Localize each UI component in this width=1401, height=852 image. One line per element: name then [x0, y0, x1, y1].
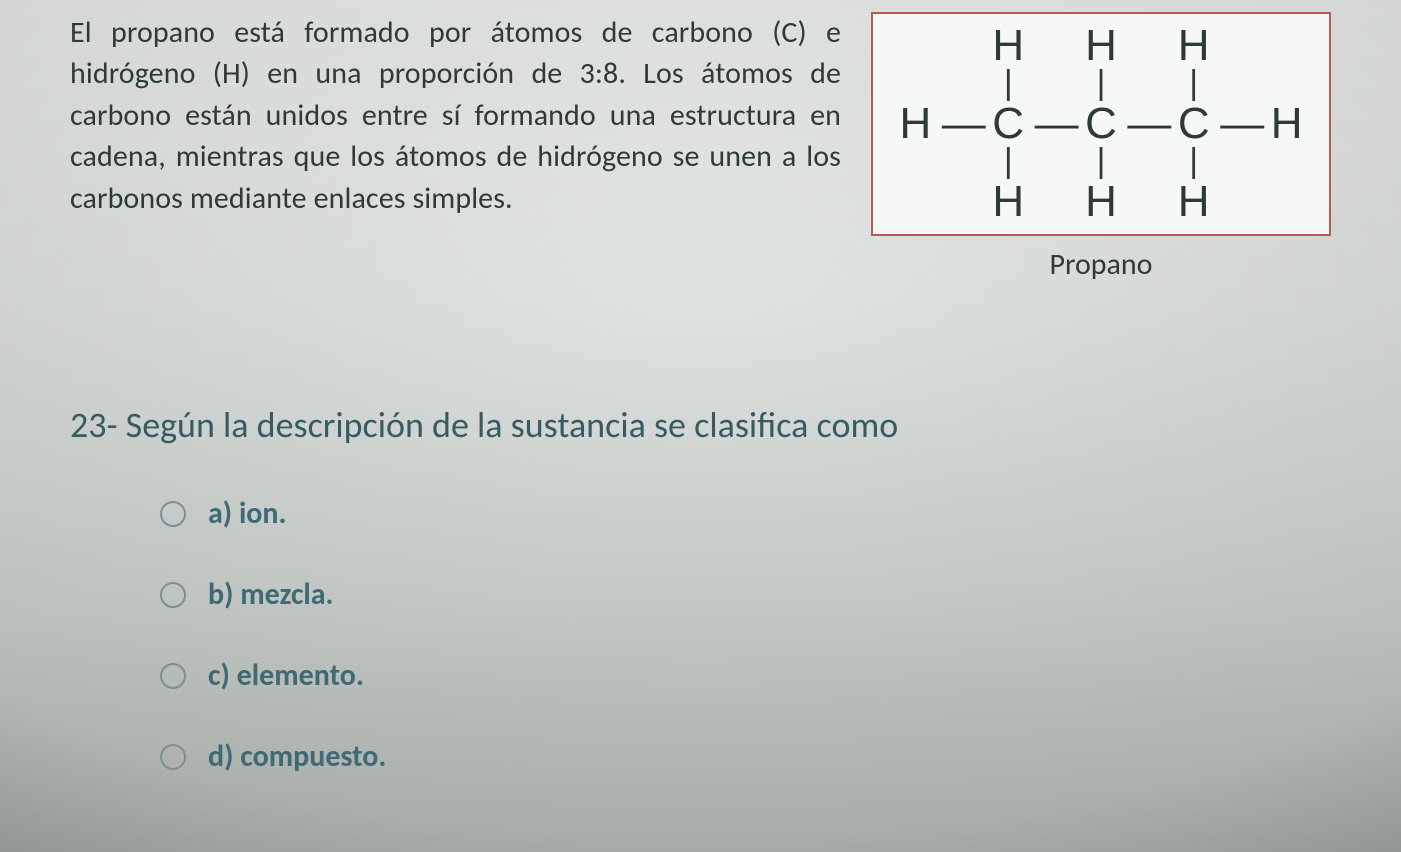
intro-row: El propano está formado por átomos de ca…	[70, 0, 1331, 283]
question-number: 23-	[70, 403, 118, 447]
mol-hbond: —	[942, 98, 982, 150]
diagram-caption: Propano	[1049, 246, 1152, 283]
option-label: c) elemento.	[208, 657, 364, 694]
option-label: b) mezcla.	[208, 576, 334, 613]
mol-hbond: —	[1035, 98, 1075, 150]
option-d[interactable]: d) compuesto.	[160, 738, 1331, 775]
mol-atom: H	[982, 24, 1035, 68]
mol-vbond: |	[1167, 70, 1220, 96]
mol-hbond: —	[1220, 98, 1260, 150]
radio-icon[interactable]	[160, 663, 186, 689]
option-label: a) ion.	[208, 495, 287, 532]
diagram-column: H H H |	[871, 12, 1331, 283]
question-stem: Según la descripción de la sustancia se …	[126, 403, 899, 447]
question-text: 23- Según la descripción de la sustancia…	[70, 403, 1331, 447]
molecule-structure: H H H |	[889, 20, 1313, 228]
mol-hbond: —	[1127, 98, 1167, 150]
mol-vbond: |	[982, 70, 1035, 96]
mol-atom: H	[1167, 180, 1220, 224]
radio-icon[interactable]	[160, 744, 186, 770]
mol-atom: C	[1167, 102, 1220, 146]
mol-atom: H	[1167, 24, 1220, 68]
mol-atom: H	[1074, 180, 1127, 224]
option-b[interactable]: b) mezcla.	[160, 576, 1331, 613]
option-label: d) compuesto.	[208, 738, 386, 775]
molecule-diagram: H H H |	[871, 12, 1331, 236]
passage-text: El propano está formado por átomos de ca…	[70, 12, 841, 219]
mol-atom: H	[889, 102, 942, 146]
mol-atom: H	[1074, 24, 1127, 68]
question-block: 23- Según la descripción de la sustancia…	[70, 403, 1331, 775]
mol-vbond: |	[1167, 148, 1220, 174]
mol-atom: H	[982, 180, 1035, 224]
option-a[interactable]: a) ion.	[160, 495, 1331, 532]
radio-icon[interactable]	[160, 582, 186, 608]
mol-vbond: |	[982, 148, 1035, 174]
mol-atom: H	[1260, 102, 1313, 146]
mol-vbond: |	[1074, 148, 1127, 174]
mol-atom: C	[982, 102, 1035, 146]
radio-icon[interactable]	[160, 501, 186, 527]
option-c[interactable]: c) elemento.	[160, 657, 1331, 694]
mol-atom: C	[1075, 102, 1128, 146]
options-list: a) ion. b) mezcla. c) elemento. d) compu…	[160, 495, 1331, 775]
mol-vbond: |	[1074, 70, 1127, 96]
